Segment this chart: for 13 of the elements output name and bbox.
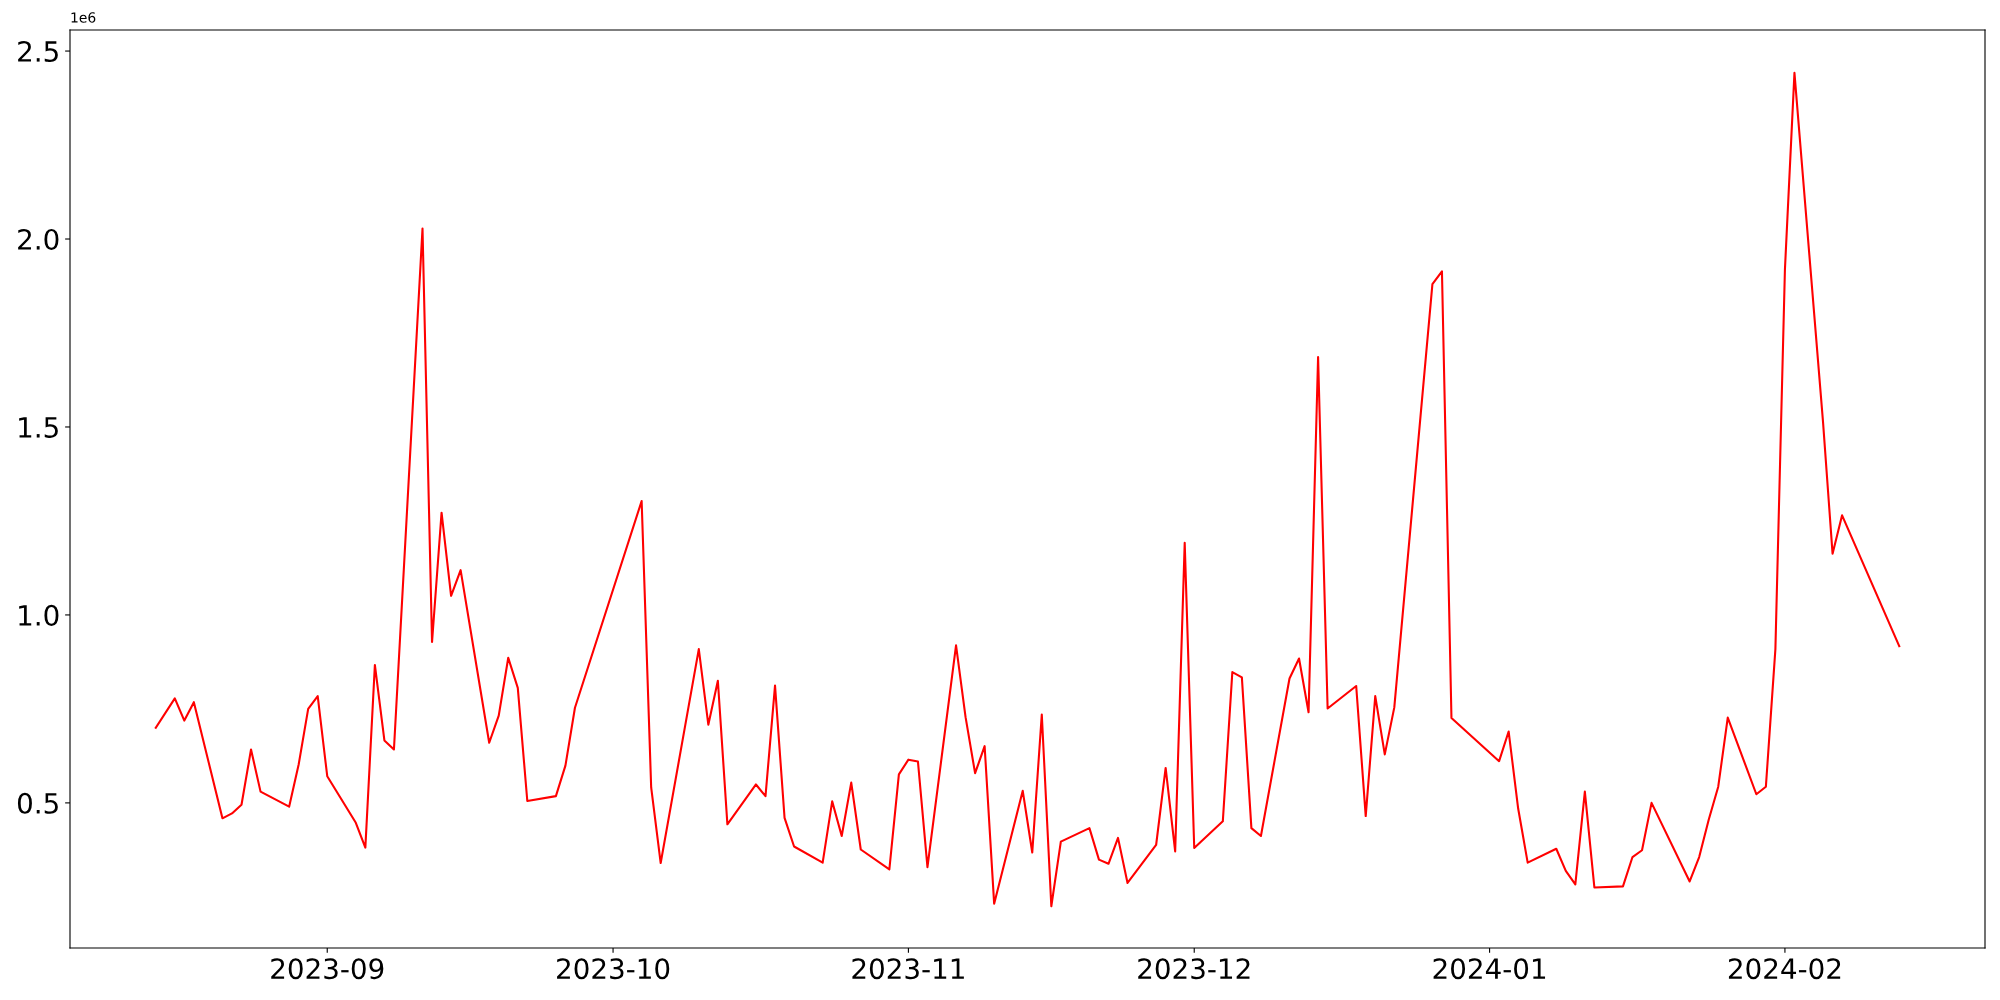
y-tick-label: 1.5 — [19, 417, 58, 438]
x-tick-label: 2023-09 — [271, 958, 384, 980]
y-tick-label: 2.5 — [18, 40, 58, 62]
x-tick-label: 2023-12 — [1138, 958, 1250, 980]
x-tick-label: 2023-10 — [557, 958, 670, 980]
y-tick-label: 0.5 — [17, 792, 58, 814]
x-tick-label: 2024-02 — [1728, 958, 1841, 980]
x-tick-label: 2023-11 — [852, 958, 964, 980]
text: 1e6 — [71, 12, 96, 23]
x-tick-label: 2024-01 — [1433, 958, 1546, 980]
y-tick-label: 1.0 — [19, 604, 59, 626]
y-tick-label: 2.0 — [18, 228, 59, 250]
line-series — [154, 71, 1901, 908]
